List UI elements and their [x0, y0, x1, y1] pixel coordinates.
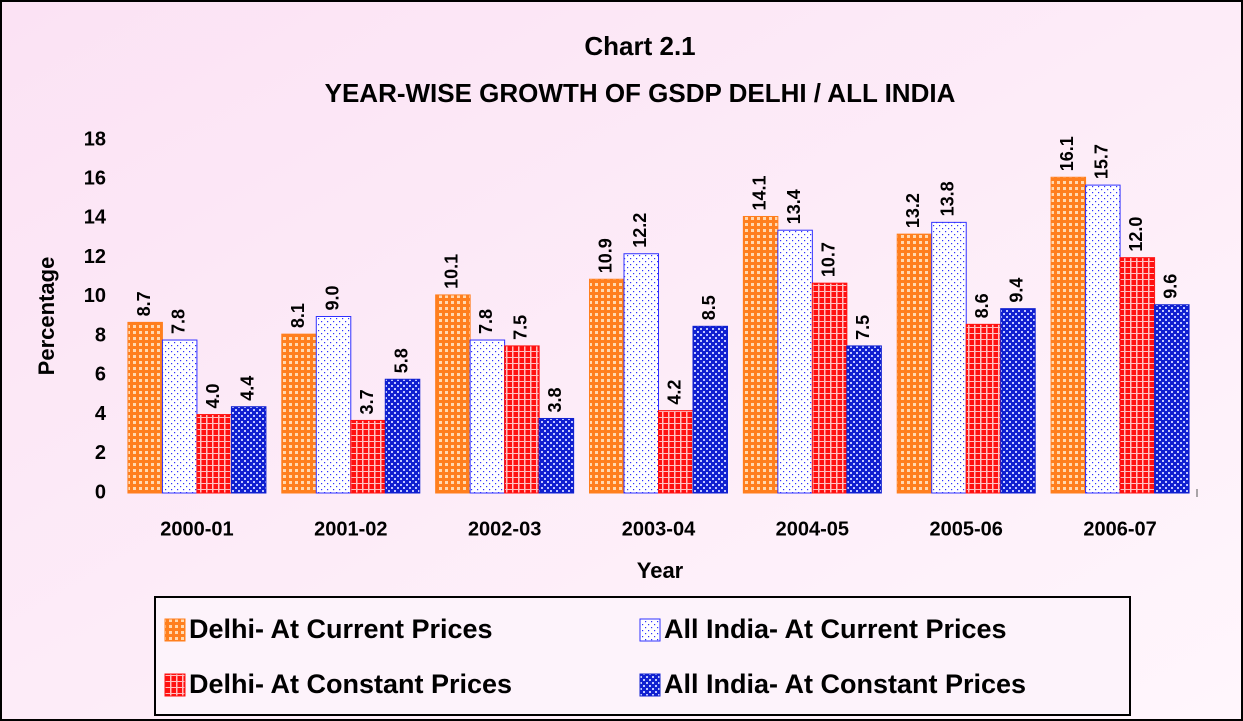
bar [1119, 257, 1156, 494]
bar [692, 325, 728, 494]
bar [623, 253, 659, 494]
value-label: 3.7 [357, 389, 377, 414]
bar [1154, 304, 1190, 494]
value-label: 8.7 [134, 291, 154, 316]
y-axis-label: Percentage [34, 257, 59, 376]
bar [1000, 308, 1036, 494]
value-label: 15.7 [1092, 144, 1112, 179]
value-label: 13.8 [938, 181, 958, 216]
bar [469, 339, 506, 494]
bar [896, 233, 933, 494]
bar [384, 378, 421, 494]
value-label: 12.0 [1126, 217, 1146, 252]
y-tick-label: 10 [84, 285, 106, 307]
bar [742, 215, 779, 494]
bar [350, 419, 386, 494]
value-label: 5.8 [391, 348, 411, 373]
value-label: 13.4 [784, 189, 804, 224]
bar [435, 294, 471, 494]
x-tick-label: 2000-01 [160, 518, 233, 540]
value-label: 14.1 [749, 175, 769, 210]
value-label: 4.2 [665, 380, 685, 405]
bar [777, 229, 813, 494]
value-label: 9.4 [1007, 278, 1027, 303]
chart-title: YEAR-WISE GROWTH OF GSDP DELHI / ALL IND… [325, 78, 956, 108]
value-label: 16.1 [1057, 136, 1077, 171]
x-tick-label: 2005-06 [930, 518, 1003, 540]
x-tick-label: 2006-07 [1083, 518, 1156, 540]
bar [589, 278, 625, 494]
y-tick-label: 16 [84, 168, 106, 190]
y-tick-label: 12 [84, 246, 106, 268]
bar [931, 221, 967, 494]
legend-label: Delhi- At Constant Prices [189, 669, 512, 699]
value-label: 8.5 [699, 295, 719, 320]
bar [281, 333, 317, 494]
value-label: 7.5 [853, 315, 873, 340]
value-label: 10.1 [442, 254, 462, 289]
bar [161, 339, 198, 494]
bar [846, 345, 882, 494]
legend-swatch [164, 673, 186, 697]
y-tick-label: 4 [95, 403, 107, 425]
bar [230, 406, 267, 494]
bar [811, 282, 848, 494]
value-label: 13.2 [903, 193, 923, 228]
legend-label: All India- At Constant Prices [664, 669, 1026, 699]
value-label: 7.8 [168, 309, 188, 334]
x-tick-label: 2001-02 [314, 518, 387, 540]
bar [196, 414, 232, 494]
value-label: 7.8 [476, 309, 496, 334]
value-label: 7.5 [511, 315, 531, 340]
y-tick-label: 18 [84, 128, 106, 150]
x-tick-label: 2003-04 [622, 518, 696, 540]
y-tick-label: 14 [84, 207, 107, 229]
y-tick-label: 8 [95, 324, 106, 346]
legend-swatch [164, 618, 186, 642]
y-tick-label: 0 [95, 481, 106, 503]
x-tick-label: 2004-05 [776, 518, 849, 540]
value-label: 10.9 [596, 238, 616, 273]
bar [658, 410, 694, 494]
bar [1050, 176, 1087, 494]
legend-swatch [639, 673, 661, 697]
bar [965, 323, 1002, 494]
value-label: 4.0 [203, 384, 223, 409]
value-label: 4.4 [237, 376, 257, 401]
bar [1085, 184, 1121, 494]
x-tick-label: 2002-03 [468, 518, 541, 540]
bar [315, 316, 352, 494]
value-label: 9.6 [1161, 274, 1181, 299]
x-axis-label: Year [637, 558, 684, 583]
value-label: 3.8 [545, 387, 565, 412]
chart-title: Chart 2.1 [584, 31, 695, 61]
legend-swatch [639, 618, 661, 642]
bar [127, 321, 163, 494]
y-tick-label: 6 [95, 364, 106, 386]
value-label: 12.2 [630, 213, 650, 248]
value-label: 8.1 [288, 303, 308, 328]
value-label: 8.6 [972, 293, 992, 318]
y-tick-label: 2 [95, 442, 106, 464]
legend-label: All India- At Current Prices [664, 614, 1007, 644]
bar [538, 417, 575, 494]
legend-label: Delhi- At Current Prices [189, 614, 493, 644]
value-label: 9.0 [322, 285, 342, 310]
bar [504, 345, 540, 494]
value-label: 10.7 [818, 242, 838, 277]
